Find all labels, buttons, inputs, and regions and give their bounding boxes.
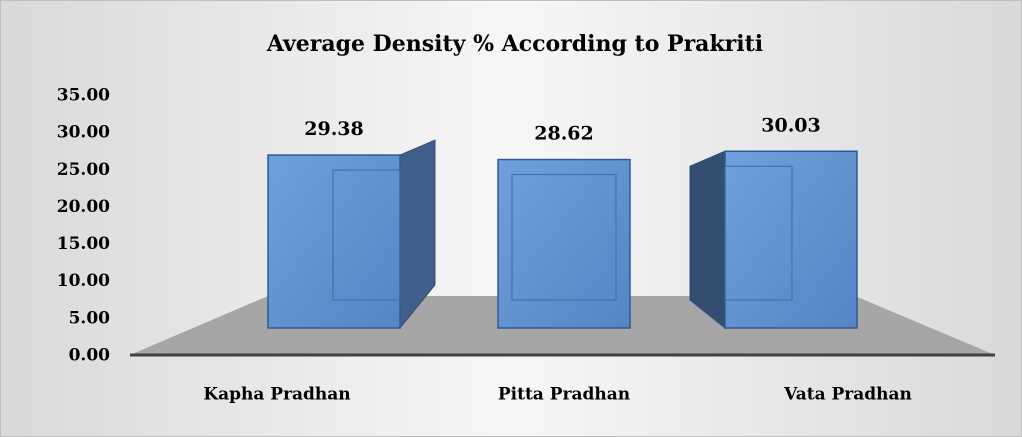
x-tick-label: Pitta Pradhan bbox=[498, 385, 630, 405]
bar-front bbox=[497, 158, 631, 329]
bar-inner bbox=[724, 165, 793, 301]
bar-side bbox=[689, 150, 726, 330]
value-label: 29.38 bbox=[304, 118, 364, 140]
y-tick-label: 35.00 bbox=[57, 86, 110, 106]
y-tick-label: 15.00 bbox=[57, 234, 110, 254]
x-tick-label: Kapha Pradhan bbox=[203, 385, 350, 405]
value-label: 28.62 bbox=[534, 123, 594, 145]
x-tick-label: Vata Pradhan bbox=[783, 385, 912, 405]
value-label: 30.03 bbox=[761, 114, 821, 136]
chart-title: Average Density % According to Prakriti bbox=[266, 31, 763, 57]
y-tick-label: 10.00 bbox=[57, 271, 110, 291]
bar-inner bbox=[332, 169, 401, 301]
bar-front bbox=[724, 150, 858, 329]
bar-inner bbox=[511, 174, 617, 301]
bar: 28.62 bbox=[497, 123, 631, 329]
bar: 30.03 bbox=[689, 114, 858, 330]
y-tick-label: 20.00 bbox=[57, 197, 110, 217]
bar: 29.38 bbox=[267, 118, 436, 330]
y-tick-label: 5.00 bbox=[69, 308, 111, 328]
y-tick-label: 0.00 bbox=[69, 346, 111, 366]
y-tick-label: 30.00 bbox=[57, 123, 110, 143]
y-tick-label: 25.00 bbox=[57, 160, 110, 180]
bar-front bbox=[267, 154, 401, 329]
